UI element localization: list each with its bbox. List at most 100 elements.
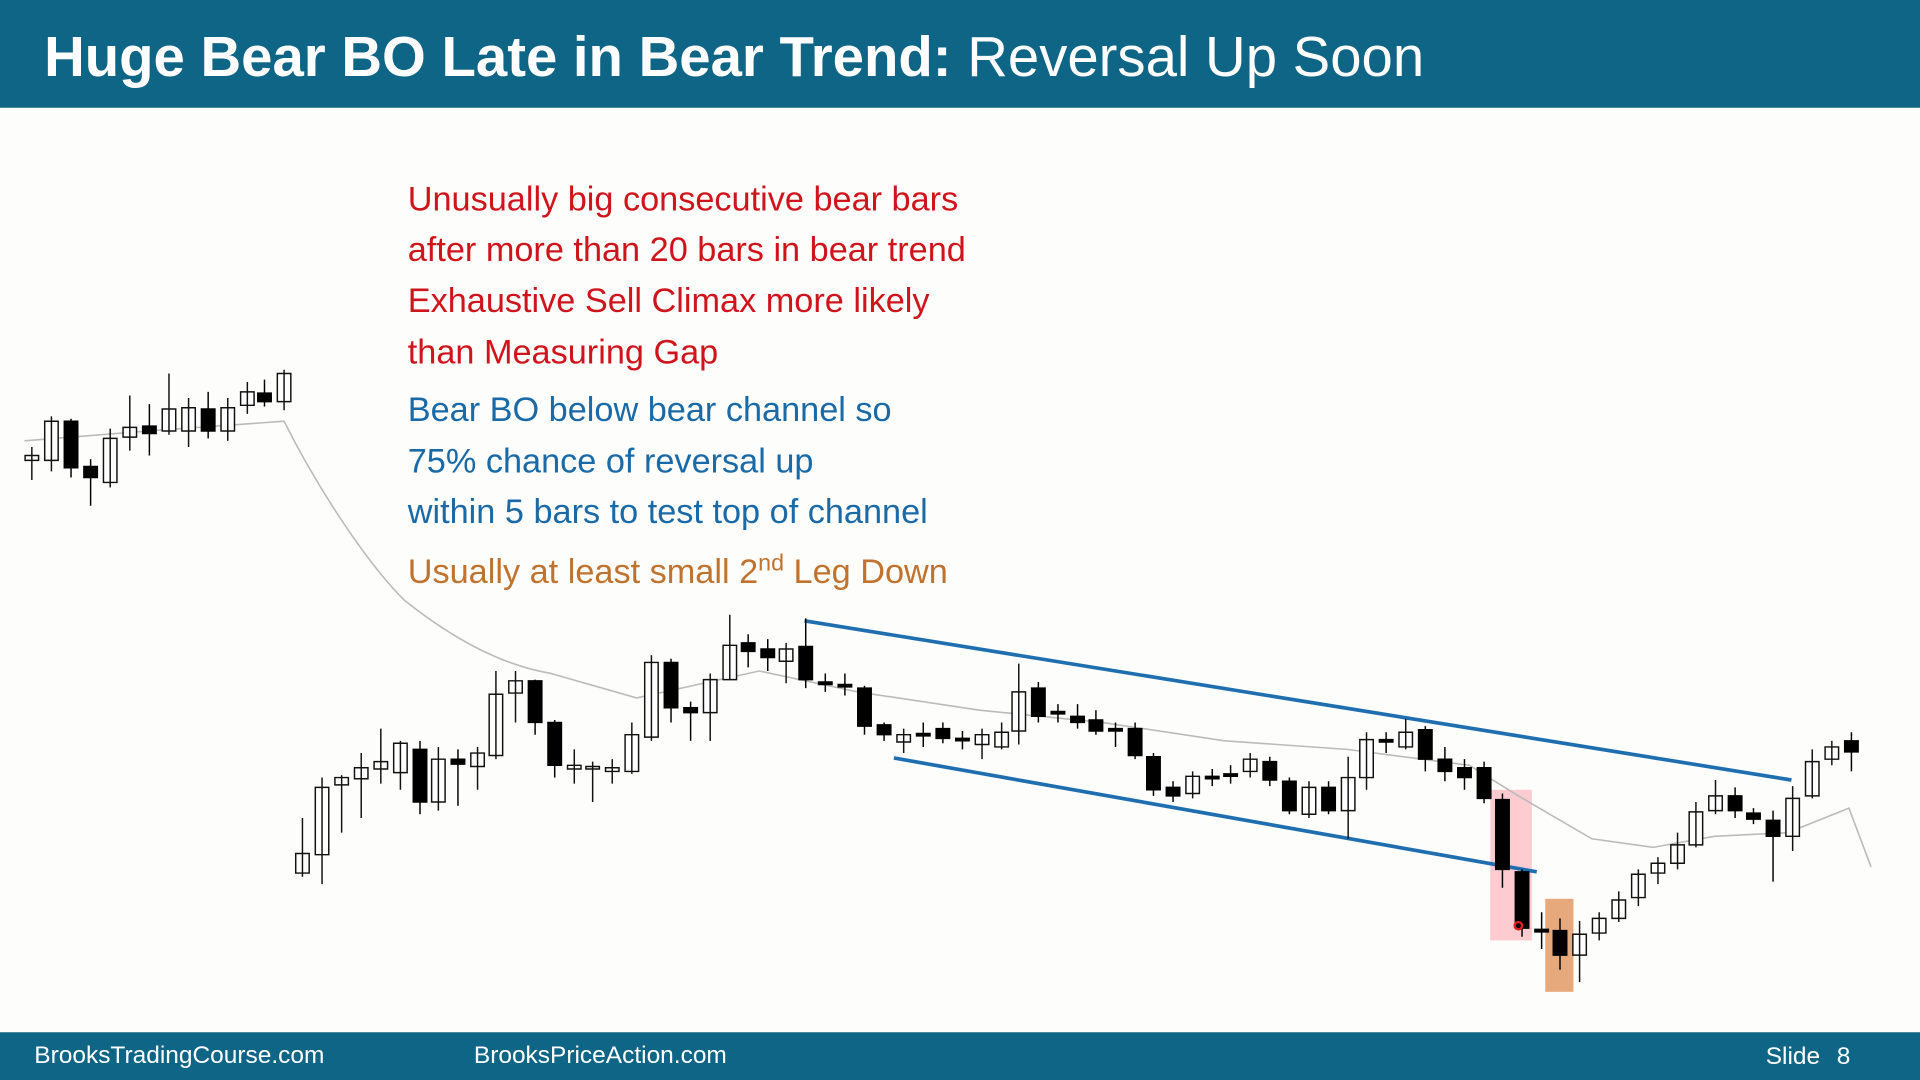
header-bar xyxy=(0,0,1920,108)
candle xyxy=(1030,682,1046,723)
candle xyxy=(1746,808,1761,825)
candle xyxy=(353,753,369,818)
candle xyxy=(1223,765,1239,784)
note-line: Bear BO below bear channel so xyxy=(408,391,892,429)
candle xyxy=(1050,704,1066,723)
candle xyxy=(702,673,718,741)
candle xyxy=(547,720,563,778)
candle xyxy=(974,728,990,760)
candle xyxy=(1281,777,1297,815)
candle xyxy=(604,759,620,784)
candle xyxy=(1688,802,1704,848)
candle xyxy=(1417,726,1433,772)
candle xyxy=(1670,832,1686,870)
candle xyxy=(1494,793,1510,888)
note-text: Usually at least small 2 xyxy=(408,553,758,591)
candle xyxy=(837,673,853,696)
candle xyxy=(83,459,99,506)
candle xyxy=(722,614,738,681)
candle xyxy=(643,655,659,741)
candle xyxy=(1398,718,1414,750)
note-line: Unusually big consecutive bear bars xyxy=(408,181,958,219)
slide-title: Huge Bear BO Late in Bear Trend: Reversa… xyxy=(44,25,1424,88)
candle xyxy=(1185,771,1201,799)
slide-number: 8 xyxy=(1837,1043,1851,1070)
note-line: within 5 bars to test top of channel xyxy=(407,493,928,531)
marker xyxy=(1513,920,1524,931)
candle xyxy=(817,673,833,692)
candle xyxy=(200,391,216,439)
candle xyxy=(1301,781,1317,818)
candle xyxy=(740,634,756,668)
candle xyxy=(1727,787,1743,818)
candle xyxy=(1572,920,1588,983)
orange-note: Usually at least small 2nd Leg Down xyxy=(408,550,948,591)
candle xyxy=(663,658,679,723)
channel-line xyxy=(804,619,1792,782)
candle xyxy=(1262,756,1278,787)
candle xyxy=(141,404,157,456)
note-line: after more than 20 bars in bear trend xyxy=(408,231,966,269)
candle xyxy=(220,397,236,441)
candle xyxy=(294,817,310,877)
candle xyxy=(181,397,197,447)
candle xyxy=(1785,786,1801,852)
candle xyxy=(161,373,177,435)
note-line: than Measuring Gap xyxy=(408,334,718,372)
red-notes: Unusually big consecutive bear bars afte… xyxy=(408,181,966,372)
candle xyxy=(392,740,408,790)
note-text: Leg Down xyxy=(784,553,948,591)
candle xyxy=(430,746,446,811)
candle xyxy=(1824,740,1840,766)
candle xyxy=(876,722,892,741)
channel-line xyxy=(893,756,1538,874)
slide-label: Slide xyxy=(1766,1043,1820,1070)
candle xyxy=(994,722,1010,750)
candle xyxy=(1843,732,1859,772)
candle xyxy=(1359,732,1374,790)
candle xyxy=(122,395,138,451)
candle xyxy=(1552,918,1568,970)
candle xyxy=(1534,912,1550,949)
footer-bar xyxy=(0,1032,1920,1080)
candle xyxy=(1708,780,1723,815)
candle xyxy=(1088,710,1104,735)
footer-center: BrooksPriceAction.com xyxy=(474,1042,727,1069)
candle xyxy=(1476,761,1492,804)
candle xyxy=(488,671,504,760)
candle xyxy=(63,418,79,478)
footer-left: BrooksTradingCourse.com xyxy=(34,1042,324,1069)
candle xyxy=(1146,753,1161,796)
candle xyxy=(1242,753,1258,778)
candle xyxy=(896,728,912,754)
candle xyxy=(508,671,523,723)
candle xyxy=(1457,759,1472,790)
candle xyxy=(314,777,330,885)
candle xyxy=(778,642,794,684)
note-line: Exhaustive Sell Climax more likely xyxy=(408,282,931,320)
candle xyxy=(334,775,350,833)
candle xyxy=(1611,891,1627,923)
candle xyxy=(1108,722,1123,747)
candle xyxy=(935,722,951,744)
candle xyxy=(798,618,814,689)
footer: BrooksTradingCourse.com BrooksPriceActio… xyxy=(34,1042,1850,1070)
candle xyxy=(276,369,292,411)
candle xyxy=(412,740,428,815)
moving-average xyxy=(24,420,1872,868)
candle xyxy=(624,722,640,774)
candle xyxy=(954,731,970,750)
candle xyxy=(1437,746,1453,782)
candle xyxy=(683,701,699,741)
candle xyxy=(1630,869,1646,907)
candle xyxy=(1321,781,1337,815)
candle xyxy=(43,416,59,472)
candle xyxy=(1378,732,1394,754)
candle xyxy=(857,685,872,735)
candle xyxy=(760,639,776,672)
candle xyxy=(1070,704,1086,729)
title-rest: Reversal Up Soon xyxy=(967,25,1424,88)
candle xyxy=(915,722,931,747)
